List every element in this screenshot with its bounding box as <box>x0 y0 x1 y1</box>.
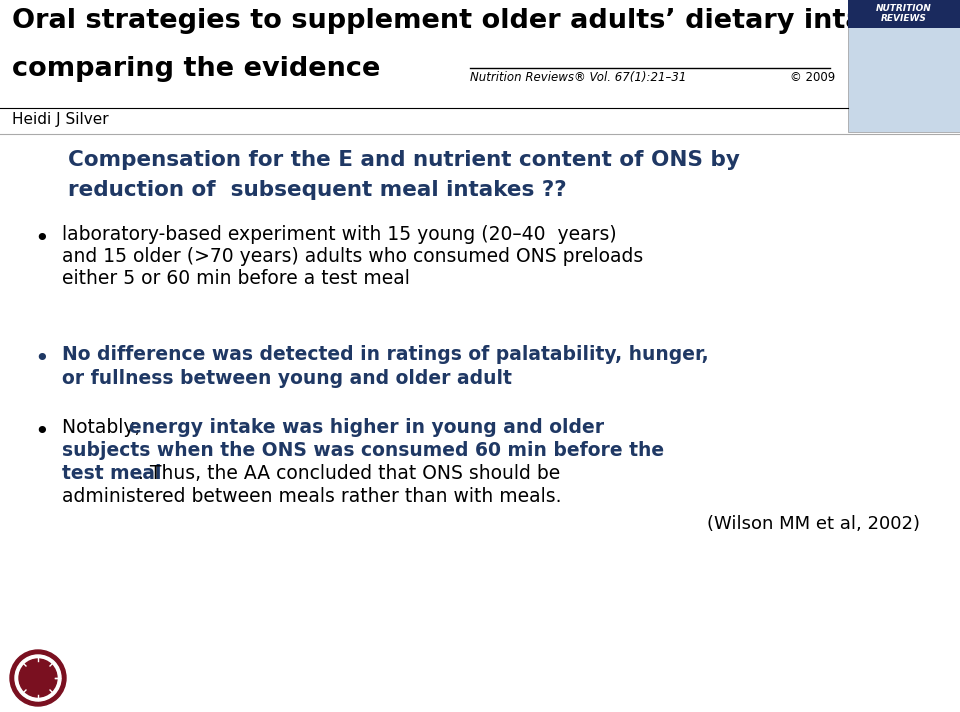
Circle shape <box>10 650 66 706</box>
Text: Nutrition Reviews® Vol. 67(1):21–31: Nutrition Reviews® Vol. 67(1):21–31 <box>470 71 686 84</box>
Text: subjects when the ONS was consumed 60 min before the: subjects when the ONS was consumed 60 mi… <box>62 441 664 460</box>
Text: (Wilson MM et al, 2002): (Wilson MM et al, 2002) <box>707 515 920 533</box>
Text: or fullness between young and older adult: or fullness between young and older adul… <box>62 369 512 388</box>
Text: Heidi J Silver: Heidi J Silver <box>12 112 108 127</box>
Text: . Thus, the AA concluded that ONS should be: . Thus, the AA concluded that ONS should… <box>138 464 561 483</box>
Bar <box>848 0 960 28</box>
Text: Notably,: Notably, <box>62 418 147 437</box>
Text: laboratory-based experiment with 15 young (20–40  years): laboratory-based experiment with 15 youn… <box>62 225 616 244</box>
Text: Compensation for the E and nutrient content of ONS by: Compensation for the E and nutrient cont… <box>68 150 740 170</box>
Text: test meal: test meal <box>62 464 161 483</box>
Text: NUTRITION: NUTRITION <box>876 4 932 13</box>
Text: © 2009: © 2009 <box>790 71 835 84</box>
Text: •: • <box>35 420 49 444</box>
Text: either 5 or 60 min before a test meal: either 5 or 60 min before a test meal <box>62 269 410 288</box>
Text: comparing the evidence: comparing the evidence <box>12 56 380 82</box>
Text: Oral strategies to supplement older adults’ dietary intakes:: Oral strategies to supplement older adul… <box>12 8 926 34</box>
Text: •: • <box>35 227 49 251</box>
Text: REVIEWS: REVIEWS <box>881 14 927 23</box>
Text: administered between meals rather than with meals.: administered between meals rather than w… <box>62 487 562 506</box>
Text: No difference was detected in ratings of palatability, hunger,: No difference was detected in ratings of… <box>62 345 708 364</box>
Text: energy intake was higher in young and older: energy intake was higher in young and ol… <box>129 418 604 437</box>
Bar <box>848 0 960 132</box>
Circle shape <box>19 659 57 697</box>
Text: and 15 older (>70 years) adults who consumed ONS preloads: and 15 older (>70 years) adults who cons… <box>62 247 643 266</box>
Text: reduction of  subsequent meal intakes ??: reduction of subsequent meal intakes ?? <box>68 180 566 200</box>
Circle shape <box>15 655 61 701</box>
Text: •: • <box>35 347 49 371</box>
